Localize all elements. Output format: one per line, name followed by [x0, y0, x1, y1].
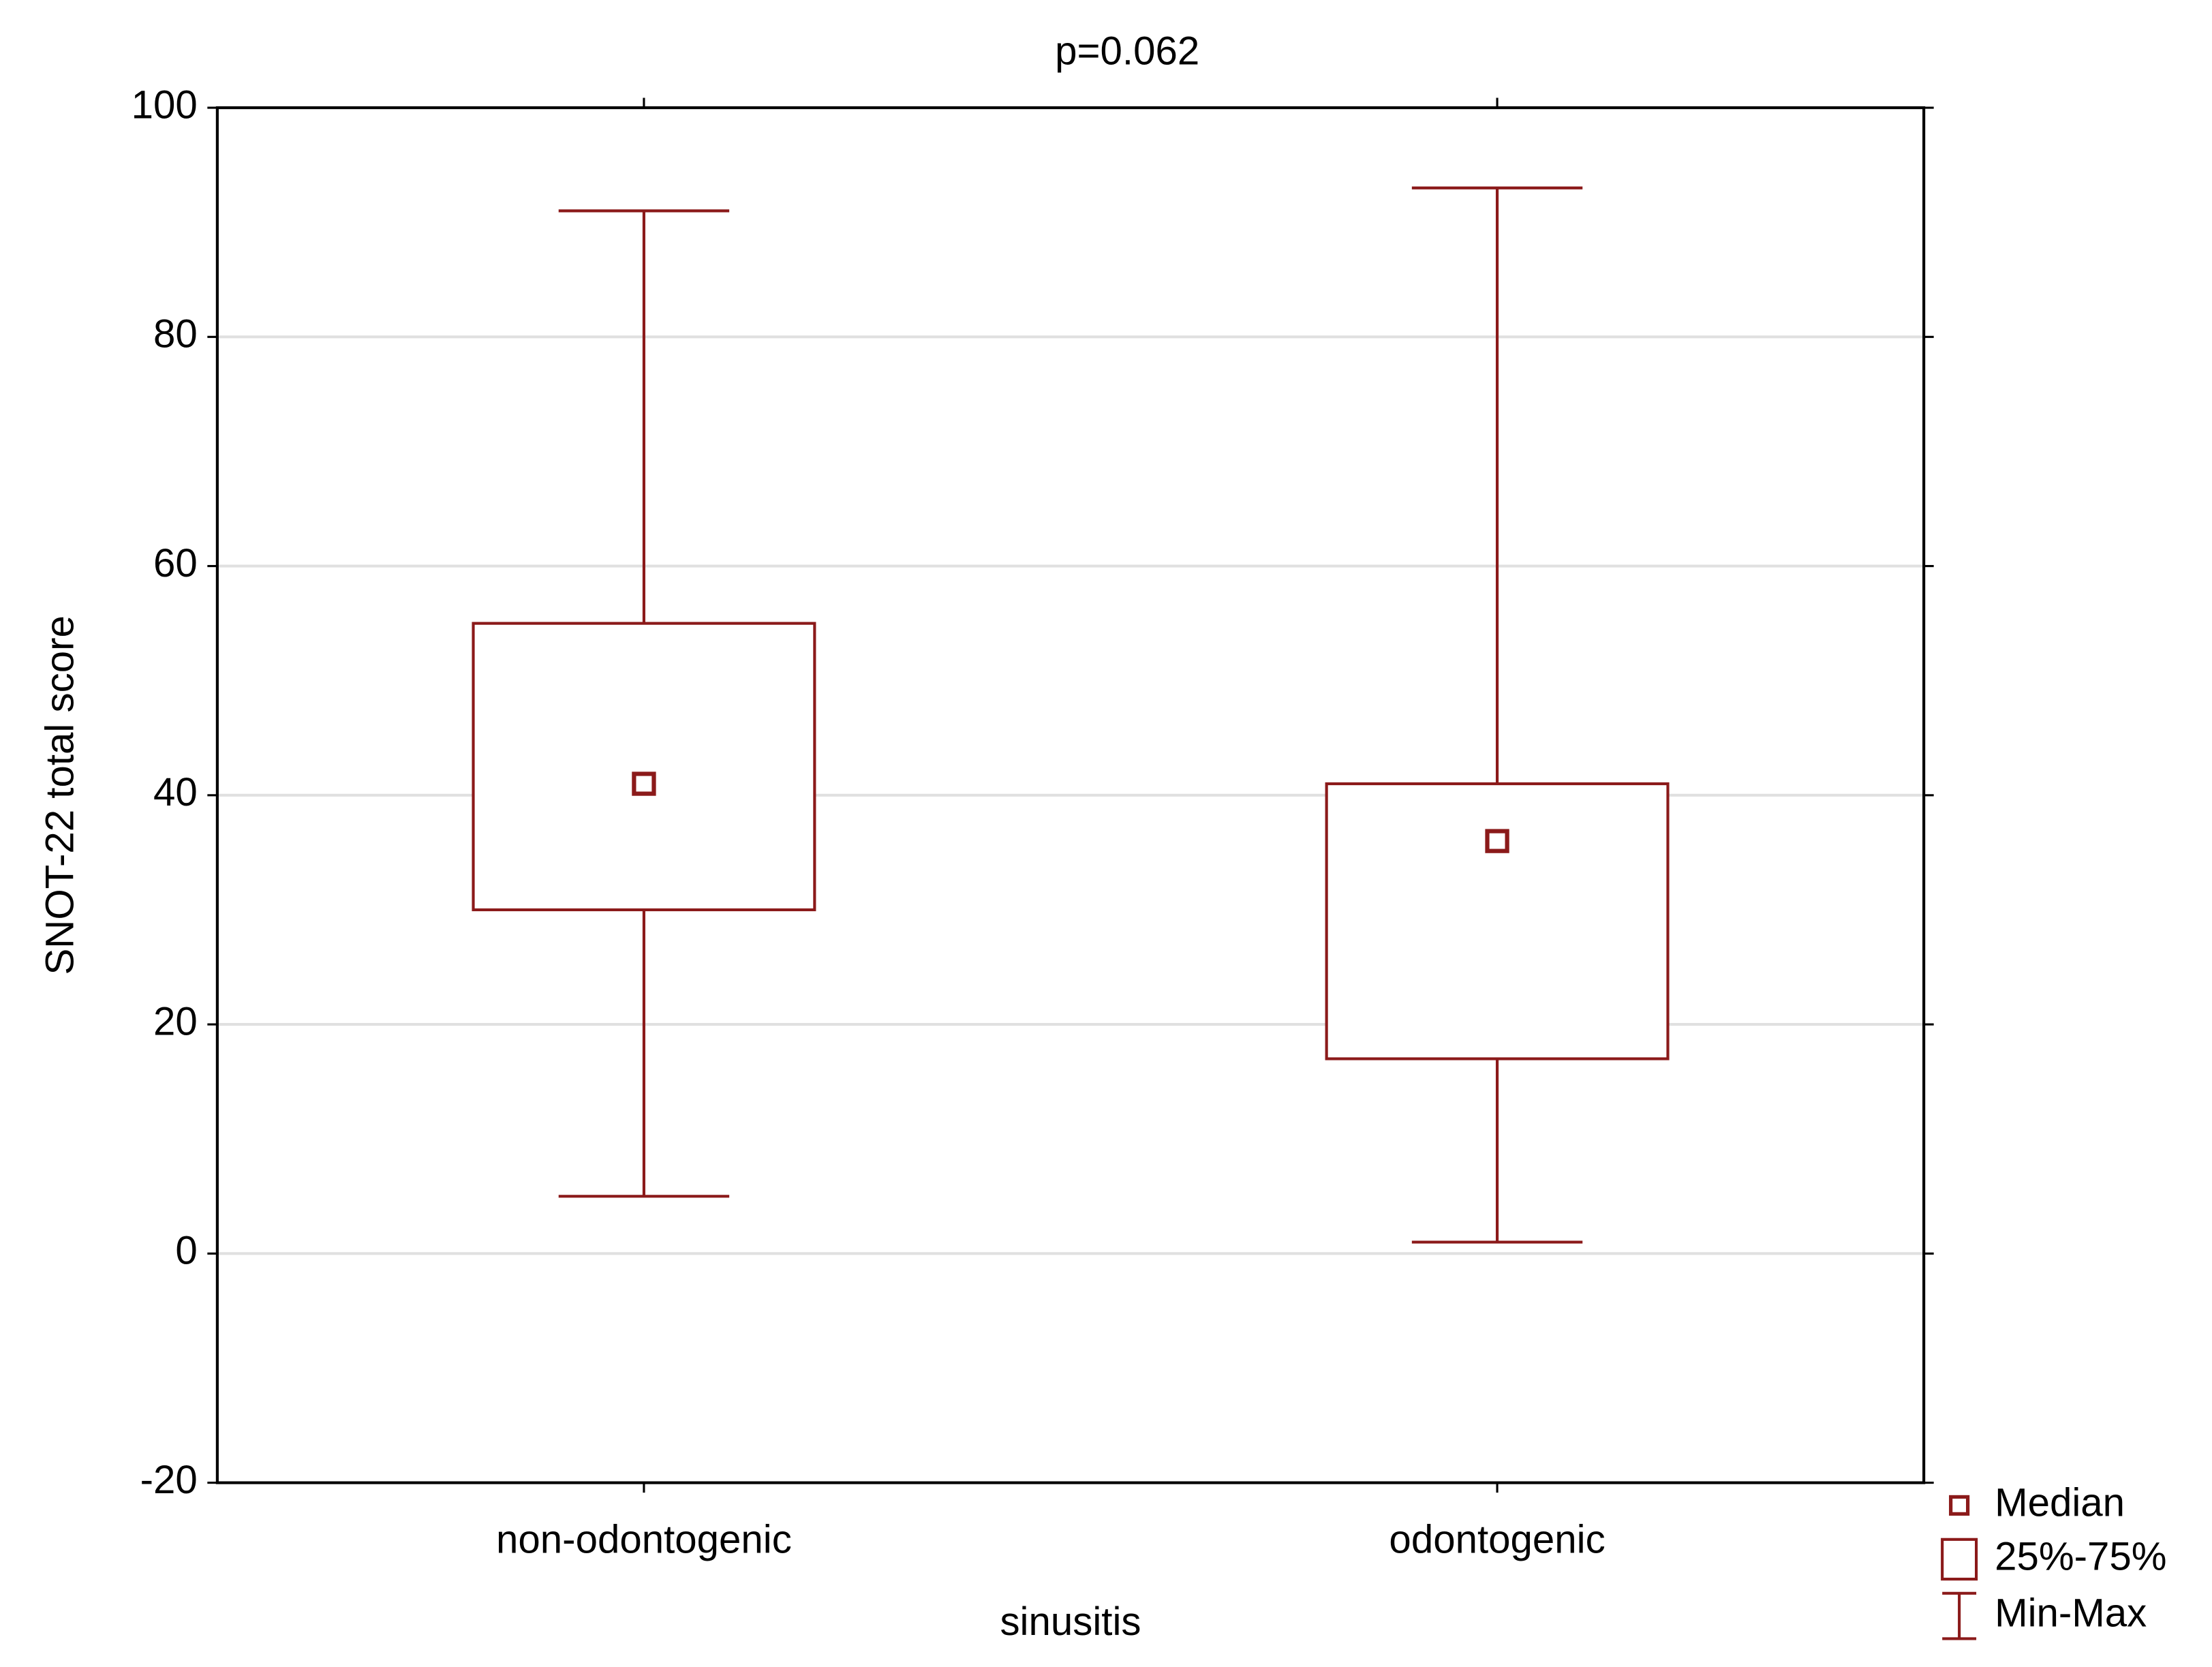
y-tick-label: 20	[153, 999, 198, 1043]
legend-median-icon	[1949, 1495, 1970, 1516]
y-tick-label: 80	[153, 312, 198, 356]
legend-label: Min-Max	[1995, 1591, 2147, 1635]
y-tick-label: 40	[153, 770, 198, 814]
x-tick-label: odontogenic	[1389, 1517, 1605, 1561]
y-tick-label: 0	[175, 1229, 197, 1273]
box	[472, 622, 816, 912]
x-axis-label: sinusitis	[1000, 1600, 1141, 1644]
y-tick-label: -20	[140, 1458, 198, 1502]
chart-title: p=0.062	[1055, 29, 1199, 73]
legend-label: 25%-75%	[1995, 1534, 2166, 1578]
legend-label: Median	[1995, 1480, 2125, 1525]
y-axis-label: SNOT-22 total score	[38, 615, 82, 975]
plot-frame	[215, 106, 1926, 1484]
legend-box-icon	[1941, 1538, 1978, 1581]
y-tick-label: 60	[153, 541, 198, 585]
median-marker	[1485, 829, 1509, 853]
y-tick-label: 100	[132, 82, 198, 127]
median-marker	[632, 771, 656, 796]
x-tick-label: non-odontogenic	[496, 1517, 792, 1561]
box	[1325, 782, 1670, 1060]
